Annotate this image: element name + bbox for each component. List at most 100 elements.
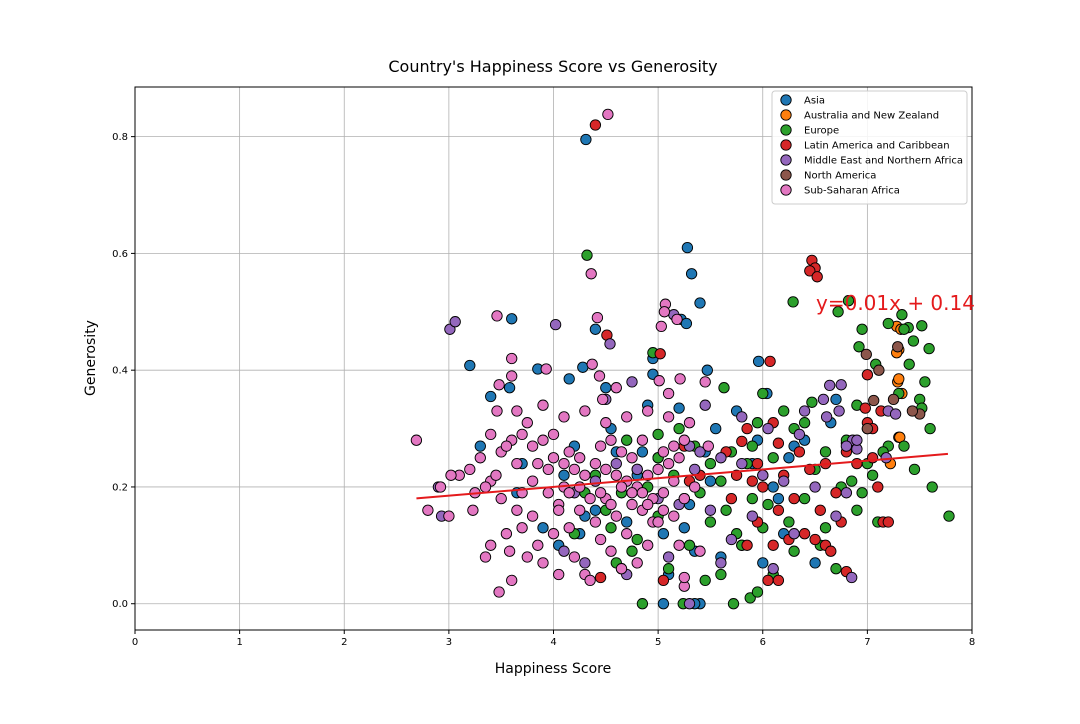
data-point	[788, 528, 800, 540]
data-point	[580, 133, 592, 146]
data-point	[819, 446, 832, 458]
data-point	[658, 306, 671, 318]
legend-box	[771, 90, 968, 205]
data-point	[642, 405, 654, 417]
data-point	[653, 375, 665, 387]
data-point	[752, 355, 765, 368]
y-axis-label: Generosity	[83, 320, 99, 396]
data-point	[767, 481, 779, 493]
data-point	[610, 510, 622, 522]
data-point	[574, 504, 586, 516]
data-point	[720, 504, 732, 516]
data-point	[657, 487, 670, 499]
data-point	[704, 457, 717, 470]
data-point	[444, 323, 456, 335]
data-point	[767, 452, 779, 464]
data-point	[764, 355, 776, 368]
x-axis-ticks: 0 1 2 3 4 5 6 7 8	[132, 630, 975, 648]
data-point	[621, 434, 633, 446]
data-point	[657, 598, 670, 610]
data-point	[678, 571, 690, 584]
data-point	[542, 463, 554, 476]
data-point	[715, 568, 727, 581]
y-axis-ticks: 0.0 0.2 0.4 0.6 0.8	[112, 132, 135, 610]
data-point	[903, 358, 915, 370]
data-point	[626, 498, 638, 511]
data-point	[626, 487, 638, 499]
data-point	[600, 417, 612, 429]
legend-marker	[780, 139, 792, 151]
data-point	[563, 446, 575, 458]
data-point	[479, 481, 492, 493]
data-point	[503, 382, 516, 394]
x-tick-label: 8	[969, 637, 975, 648]
data-point	[741, 539, 753, 551]
data-point	[610, 469, 622, 481]
data-point	[882, 317, 894, 330]
data-point	[474, 452, 486, 464]
data-point	[896, 309, 908, 321]
data-point	[806, 396, 818, 408]
data-point	[662, 411, 675, 423]
data-point	[681, 241, 694, 254]
data-point	[674, 373, 686, 385]
data-point	[631, 463, 643, 476]
data-point	[568, 463, 581, 476]
data-point	[410, 434, 423, 446]
data-point	[673, 422, 685, 435]
data-point	[787, 296, 799, 308]
data-point	[694, 545, 706, 557]
legend-marker	[780, 109, 792, 121]
data-point	[642, 539, 654, 551]
y-tick-label: 0.6	[112, 249, 128, 260]
data-point	[704, 516, 717, 528]
legend-label: Asia	[804, 96, 825, 107]
data-point	[584, 492, 596, 505]
data-point	[506, 574, 518, 587]
data-point	[788, 545, 800, 557]
data-point	[589, 457, 602, 470]
data-point	[702, 440, 714, 452]
data-point	[485, 428, 497, 441]
trendline-equation: y=0.01x + 0.14	[816, 291, 975, 315]
data-point	[610, 457, 622, 470]
data-point	[683, 598, 696, 610]
data-point	[715, 475, 727, 487]
data-point	[694, 446, 706, 458]
data-point	[491, 310, 503, 322]
data-point	[673, 402, 685, 414]
data-point	[662, 551, 675, 563]
data-point	[762, 574, 774, 587]
data-point	[577, 361, 589, 373]
data-point	[532, 457, 544, 470]
data-point	[751, 457, 764, 470]
data-point	[526, 440, 539, 452]
data-point	[516, 428, 528, 441]
data-point	[699, 376, 711, 388]
data-point	[657, 574, 670, 587]
data-point	[683, 539, 696, 551]
legend-marker	[780, 184, 792, 196]
data-point	[671, 313, 683, 326]
data-point	[868, 394, 880, 407]
data-point	[923, 342, 935, 355]
x-axis-label: Happiness Score	[495, 661, 612, 677]
data-point	[636, 598, 649, 610]
data-point	[553, 504, 565, 516]
data-point	[532, 539, 544, 551]
data-point	[704, 475, 717, 487]
data-point	[772, 492, 785, 505]
data-point	[657, 528, 670, 540]
data-point	[678, 492, 690, 505]
data-point	[626, 545, 638, 557]
data-point	[542, 487, 554, 499]
data-point	[851, 434, 863, 446]
data-point	[725, 533, 738, 546]
data-point	[898, 440, 910, 452]
data-point	[490, 469, 502, 481]
data-point	[809, 533, 821, 546]
data-point	[521, 417, 533, 429]
data-point	[652, 516, 664, 528]
data-point	[558, 469, 570, 481]
